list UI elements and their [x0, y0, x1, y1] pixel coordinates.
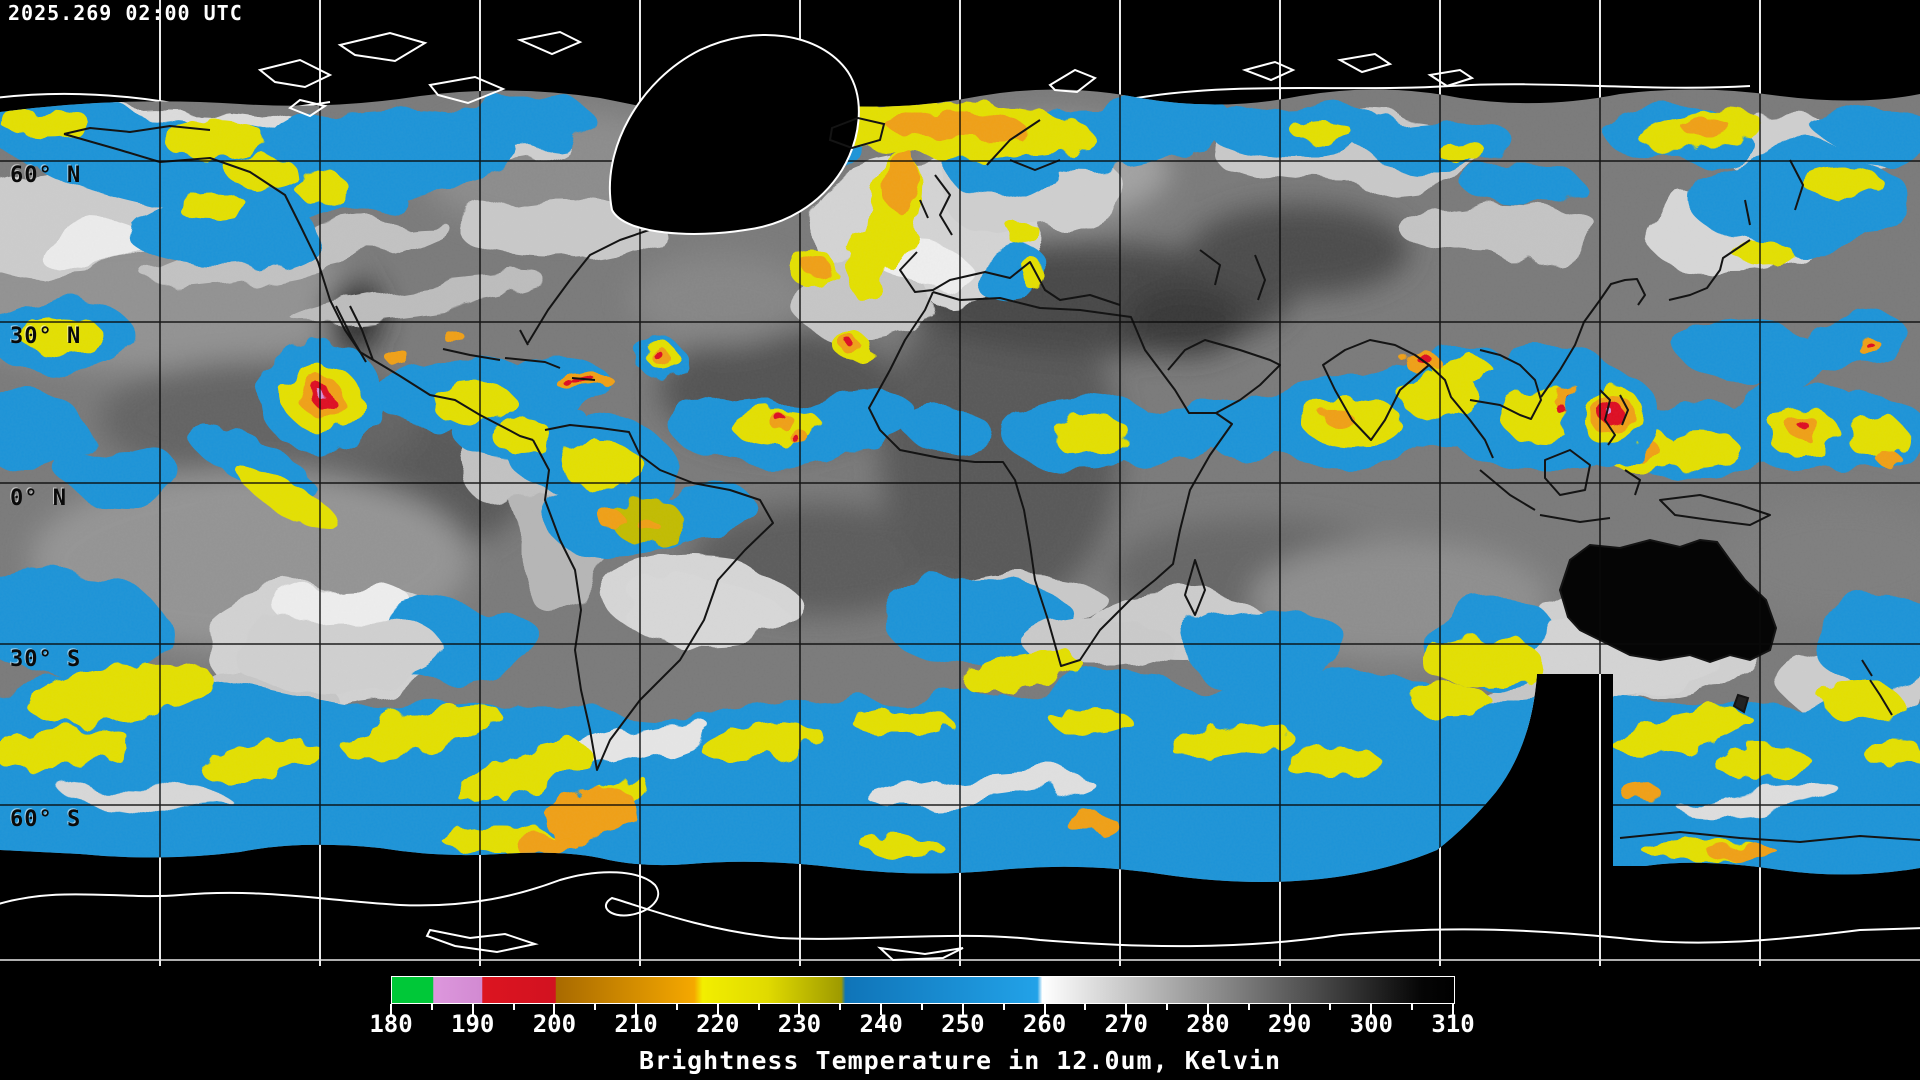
- colorbar-major-tick: [716, 1004, 719, 1015]
- colorbar-major-tick: [390, 1004, 392, 1015]
- colorbar-minor-tick: [839, 1004, 842, 1010]
- colorbar-tick-label: 290: [1267, 1010, 1312, 1038]
- colorbar-tick-label: 310: [1431, 1010, 1475, 1038]
- colorbar-minor-tick: [430, 1004, 433, 1010]
- colorbar-minor-tick: [1247, 1004, 1250, 1010]
- colorbar-tick-label: 200: [532, 1010, 577, 1038]
- ir-data-region: [0, 89, 1920, 883]
- colorbar-tick-label: 260: [1022, 1010, 1067, 1038]
- colorbar-minor-tick: [1411, 1004, 1414, 1010]
- colorbar-tick-label: 270: [1104, 1010, 1148, 1038]
- colorbar-minor-tick: [512, 1004, 515, 1010]
- colorbar-major-tick: [1370, 1004, 1373, 1015]
- colorbar-major-tick: [635, 1004, 638, 1015]
- timestamp: 2025.269 02:00 UTC: [8, 1, 243, 25]
- colorbar-caption: Brightness Temperature in 12.0um, Kelvin: [638, 1046, 1282, 1075]
- colorbar-minor-tick: [1002, 1004, 1005, 1010]
- colorbar-major-tick: [1043, 1004, 1046, 1015]
- colorbar-tick-label: 210: [614, 1010, 658, 1038]
- colorbar: [391, 976, 1455, 1004]
- colorbar-major-tick: [880, 1004, 883, 1015]
- colorbar-major-tick: [1206, 1004, 1209, 1015]
- colorbar-minor-tick: [675, 1004, 678, 1010]
- colorbar-minor-tick: [594, 1004, 597, 1010]
- colorbar-major-tick: [961, 1004, 964, 1015]
- colorbar-minor-tick: [1166, 1004, 1169, 1010]
- greenland-outline: [608, 34, 860, 235]
- latitude-label: 0° N: [10, 486, 67, 511]
- colorbar-minor-tick: [1084, 1004, 1087, 1010]
- arctic-islands-white: [257, 30, 1475, 118]
- coastlines-black: [63, 119, 1920, 843]
- colorbar-tick-label: 190: [451, 1010, 495, 1038]
- australia-black: [1558, 538, 1778, 714]
- colorbar-tick-label: 180: [369, 1010, 413, 1038]
- colorbar-tick-label: 250: [941, 1010, 985, 1038]
- iceland-outline: [828, 116, 886, 150]
- latitude-label: 30° N: [10, 324, 82, 349]
- colorbar-major-tick: [553, 1004, 556, 1015]
- colorbar-major-tick: [471, 1004, 474, 1015]
- colorbar-minor-tick: [1329, 1004, 1332, 1010]
- colorbar-major-tick: [1452, 1004, 1454, 1015]
- colorbar-major-tick: [798, 1004, 801, 1015]
- colorbar-major-tick: [1125, 1004, 1128, 1015]
- colorbar-major-tick: [1288, 1004, 1291, 1015]
- latitude-label: 30° S: [10, 647, 82, 672]
- latitude-label: 60° S: [10, 807, 82, 832]
- latitude-label: 60° N: [10, 163, 82, 188]
- colorbar-tick-label: 240: [859, 1010, 903, 1038]
- colorbar-minor-tick: [757, 1004, 760, 1010]
- colorbar-tick-label: 220: [696, 1010, 740, 1038]
- colorbar-tick-label: 300: [1349, 1010, 1393, 1038]
- colorbar-minor-tick: [921, 1004, 923, 1010]
- colorbar-tick-label: 280: [1186, 1010, 1230, 1038]
- colorbar-tick-label: 230: [777, 1010, 822, 1038]
